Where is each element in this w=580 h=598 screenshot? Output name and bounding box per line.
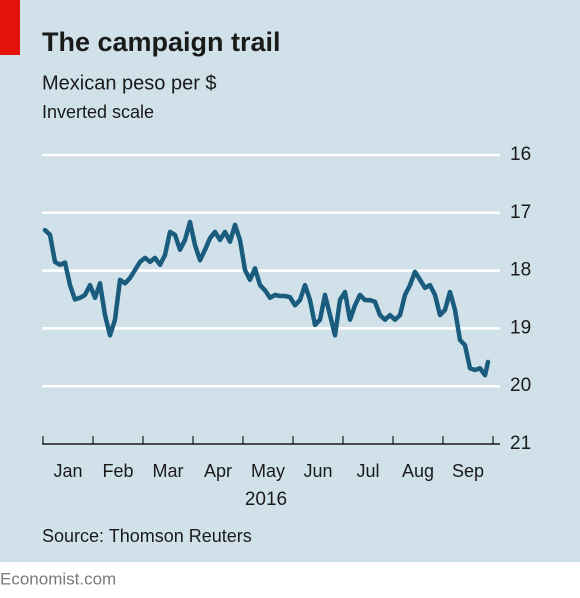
source: Source: Thomson Reuters [42,526,252,546]
background [0,0,580,562]
chart-subtitle: Mexican peso per $ [42,72,217,94]
y-tick-label: 17 [510,202,531,223]
y-tick-label: 16 [510,144,531,165]
chart-title: The campaign trail [42,27,281,57]
y-tick-label: 19 [510,317,531,338]
x-tick-label: Jul [356,461,379,481]
x-tick-label: Apr [204,461,232,481]
footer: Economist.com [0,569,116,588]
y-tick-label: 20 [510,375,531,396]
x-tick-label: May [251,461,285,481]
x-tick-label: Mar [153,461,184,481]
x-tick-label: Jun [303,461,332,481]
x-tick-label: Jan [53,461,82,481]
y-tick-label: 18 [510,260,531,281]
x-tick-label: Feb [102,461,133,481]
red-tag [0,0,20,55]
x-tick-label: Sep [452,461,484,481]
y-tick-label: 21 [510,433,531,454]
series-line [42,219,491,378]
annotation: Inverted scale [42,102,154,122]
x-tick-label: Aug [402,461,434,481]
x-axis-label: 2016 [245,489,287,510]
